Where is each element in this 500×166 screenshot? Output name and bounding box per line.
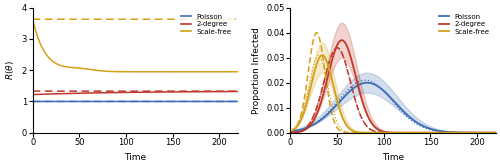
X-axis label: Time: Time bbox=[124, 153, 146, 162]
Y-axis label: Proportion Infected: Proportion Infected bbox=[252, 27, 261, 114]
Legend: Poisson, 2-degree, Scale-free: Poisson, 2-degree, Scale-free bbox=[436, 11, 492, 38]
Y-axis label: $R(\theta)$: $R(\theta)$ bbox=[4, 60, 16, 80]
Legend: Poisson, 2-degree, Scale-free: Poisson, 2-degree, Scale-free bbox=[178, 11, 234, 38]
X-axis label: Time: Time bbox=[382, 153, 404, 162]
